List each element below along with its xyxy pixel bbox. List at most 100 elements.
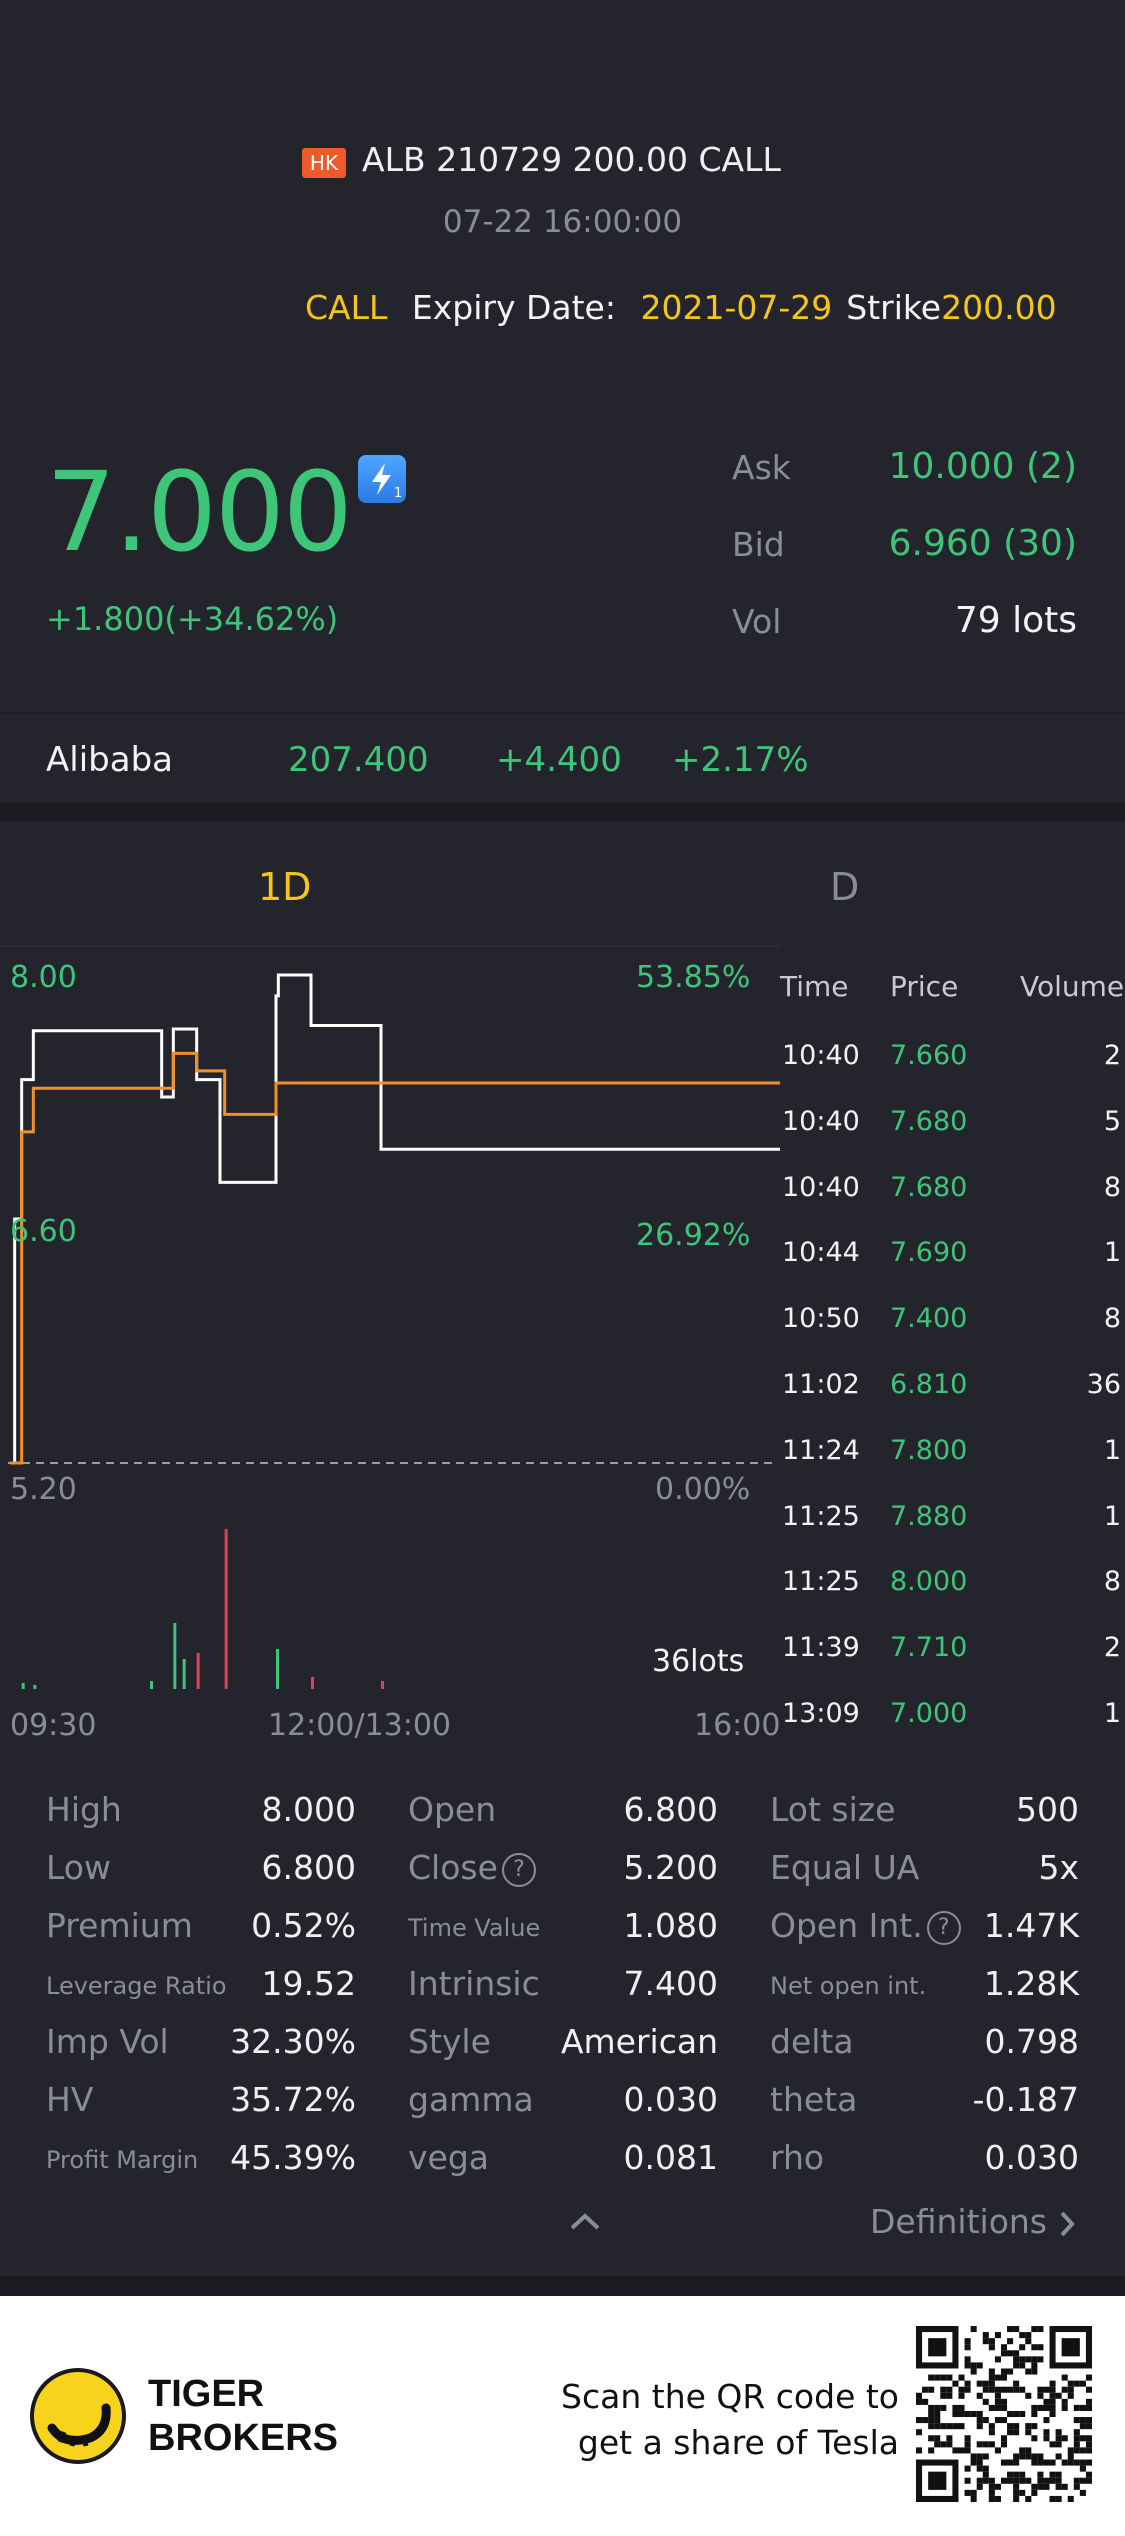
trade-row: 10:40 7.680 8 [780, 1172, 1125, 1212]
stat-value: 35.72% [230, 2080, 356, 2119]
trade-time: 11:25 [782, 1566, 860, 1598]
underlying-name[interactable]: Alibaba [46, 740, 173, 780]
trade-row: 10:40 7.660 2 [780, 1040, 1125, 1080]
trade-time: 11:39 [782, 1632, 860, 1664]
last-price: 7.000 [46, 448, 353, 576]
y-label-mid: 6.60 [10, 1214, 77, 1249]
trade-price: 7.880 [890, 1500, 968, 1532]
vol-label: Vol [732, 602, 782, 641]
stat-label-text: Time Value [408, 1914, 541, 1942]
stat-label: Profit Margin [46, 2146, 198, 2174]
market-badge: HK [302, 148, 346, 178]
promo-footer: TIGER BROKERS Scan the QR code to get a … [0, 2296, 1125, 2536]
stat-value: 0.798 [984, 2022, 1079, 2061]
svg-text:1: 1 [394, 486, 402, 501]
stat-value: 19.52 [261, 1964, 356, 2003]
stat-label: Equal UA [770, 1848, 919, 1887]
volume-bar [381, 1681, 384, 1689]
trade-row: 13:09 7.000 1 [780, 1698, 1125, 1738]
volume-bar [276, 1649, 279, 1689]
stat-label-text: Lot size [770, 1790, 896, 1829]
stat-label-text: Profit Margin [46, 2146, 199, 2174]
trade-volume: 8 [1103, 1303, 1121, 1335]
stat-value: 6.800 [261, 1848, 356, 1887]
trade-price: 7.690 [890, 1237, 968, 1269]
underlying-change-pct: +2.17% [672, 740, 809, 780]
trade-price: 7.000 [890, 1698, 968, 1729]
trade-time: 10:50 [782, 1303, 860, 1335]
y-label-top: 8.00 [10, 960, 77, 995]
trade-time: 13:09 [782, 1698, 860, 1729]
chevron-right-icon [1060, 2211, 1075, 2236]
trade-volume: 5 [1103, 1105, 1121, 1137]
trade-volume: 1 [1103, 1500, 1121, 1532]
vol-value: 79 lots [954, 600, 1077, 641]
stat-label-text: Premium [46, 1906, 193, 1945]
quote-timestamp: 07-22 16:00:00 [442, 204, 683, 240]
trade-time: 10:40 [782, 1105, 860, 1137]
stat-label-text: Net open int. [770, 1972, 927, 2000]
average-price-line [10, 1051, 780, 1465]
x-label-end: 16:00 [694, 1708, 781, 1743]
stat-label: HV [46, 2080, 93, 2119]
stat-label-text: Style [408, 2022, 491, 2061]
qr-code-icon[interactable] [916, 2326, 1092, 2502]
trade-volume: 8 [1103, 1566, 1121, 1598]
stat-label: Imp Vol [46, 2022, 169, 2061]
intraday-chart[interactable] [0, 945, 780, 1705]
brand-name: TIGER BROKERS [148, 2372, 338, 2460]
trade-time: 11:02 [782, 1369, 860, 1400]
stat-label: gamma [408, 2080, 534, 2119]
volume-bar [182, 1659, 186, 1689]
tab-daily[interactable]: D [830, 865, 860, 909]
volume-bar [311, 1677, 314, 1689]
trade-volume: 36 [1086, 1369, 1121, 1400]
option-type: CALL [305, 288, 388, 327]
stat-value: 45.39% [230, 2138, 356, 2177]
chevron-up-icon[interactable] [568, 2210, 602, 2236]
volume-label: 36lots [652, 1644, 745, 1679]
volume-bar [196, 1653, 200, 1689]
stat-label: Time Value [408, 1914, 540, 1942]
trade-price: 7.660 [890, 1040, 968, 1071]
trade-price: 7.680 [890, 1171, 968, 1203]
promo-text: Scan the QR code to get a share of Tesla [561, 2374, 899, 2466]
trade-price: 7.710 [890, 1632, 968, 1664]
pct-label-top: 53.85% [636, 960, 751, 995]
trade-row: 10:44 7.690 1 [780, 1237, 1125, 1277]
help-icon[interactable]: ? [501, 1852, 536, 1887]
definitions-link[interactable]: Definitions [870, 2202, 1076, 2241]
lightning-icon[interactable]: 1 [358, 455, 406, 503]
underlying-price: 207.400 [288, 740, 429, 780]
stat-label-text: Open [408, 1790, 497, 1829]
option-title: ALB 210729 200.00 CALL [362, 140, 781, 179]
stat-value: 0.030 [623, 2080, 718, 2119]
trades-header-volume: Volume [1020, 970, 1125, 1003]
stat-value: 0.030 [984, 2138, 1079, 2177]
trades-header-time: Time [780, 970, 849, 1003]
price-line [10, 973, 780, 1465]
help-icon[interactable]: ? [926, 1910, 961, 1945]
trade-price: 6.810 [890, 1369, 968, 1400]
y-label-bottom: 5.20 [10, 1472, 77, 1507]
trade-time: 11:24 [782, 1434, 860, 1466]
trade-volume: 2 [1103, 1040, 1121, 1071]
stat-label-text: Imp Vol [46, 2022, 169, 2061]
stat-label-text: High [46, 1790, 122, 1829]
stat-value: 8.000 [261, 1790, 356, 1829]
trade-price: 8.000 [890, 1566, 968, 1598]
trade-price: 7.800 [890, 1434, 968, 1466]
trade-row: 11:02 6.810 36 [780, 1369, 1125, 1409]
stat-label: Lot size [770, 1790, 895, 1829]
trades-header-price: Price [890, 970, 959, 1003]
stat-label-text: Close [408, 1848, 498, 1887]
bid-value: 6.960 (30) [888, 523, 1077, 564]
volume-bar [33, 1685, 37, 1689]
trade-volume: 1 [1103, 1237, 1121, 1269]
tab-1d[interactable]: 1D [258, 865, 312, 909]
expiry-date: 2021-07-29 [640, 288, 833, 327]
brand-line-1: TIGER [148, 2373, 265, 2415]
volume-bar [21, 1683, 25, 1689]
stat-label-text: Equal UA [770, 1848, 920, 1887]
